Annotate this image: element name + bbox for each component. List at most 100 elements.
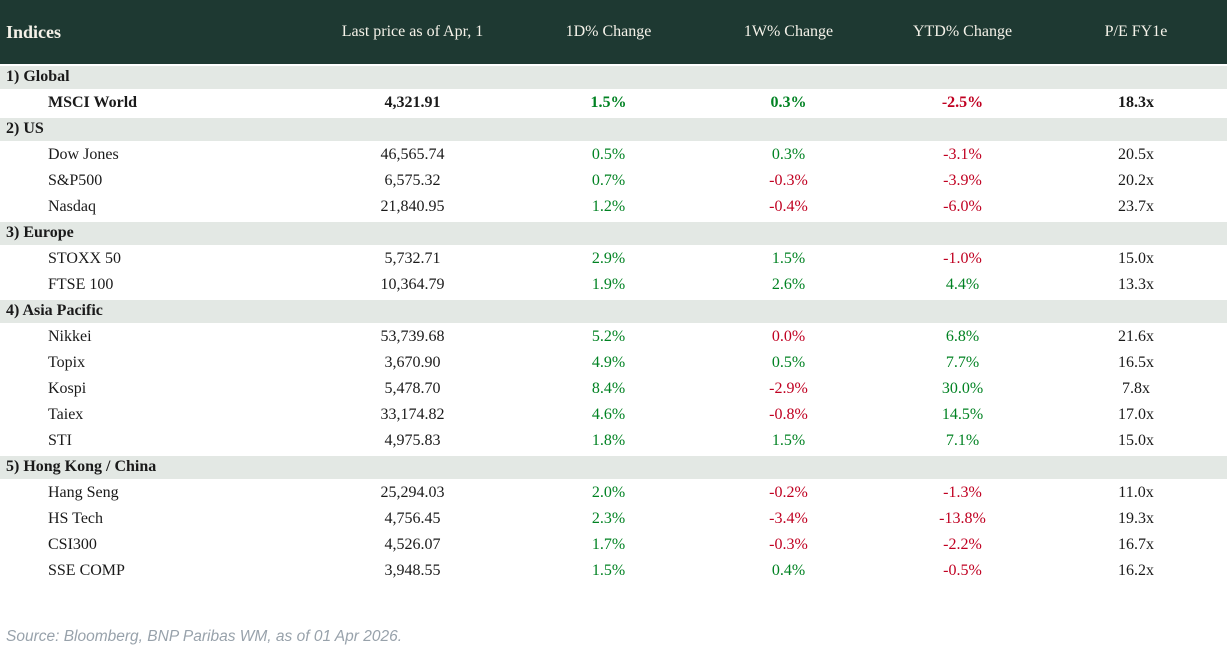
index-name: Kospi — [48, 380, 87, 397]
change-1d: 1.7% — [591, 536, 626, 553]
last-price: 21,840.95 — [380, 198, 445, 215]
change-1d: 8.4% — [591, 380, 626, 397]
change-ytd: -3.9% — [943, 172, 982, 189]
last-price: 5,478.70 — [384, 380, 441, 397]
pe-fy1e: 16.7x — [1118, 536, 1154, 553]
last-price: 3,948.55 — [384, 562, 441, 579]
section-label: 1) Global — [6, 68, 70, 85]
change-1w: 0.3% — [771, 146, 806, 163]
pe-fy1e: 16.5x — [1118, 354, 1154, 371]
index-row: Dow Jones 46,565.74 0.5% 0.3% -3.1% 20.5x — [0, 142, 1227, 168]
index-row: FTSE 100 10,364.79 1.9% 2.6% 4.4% 13.3x — [0, 272, 1227, 298]
pe-fy1e: 15.0x — [1118, 250, 1154, 267]
change-ytd: -1.0% — [943, 250, 982, 267]
section-row: 2) US — [0, 116, 1227, 142]
last-price: 46,565.74 — [380, 146, 445, 163]
section-label: 3) Europe — [6, 224, 74, 241]
change-1w: -0.3% — [769, 172, 808, 189]
change-ytd: -2.5% — [941, 94, 984, 111]
change-ytd: 7.1% — [945, 432, 980, 449]
last-price: 10,364.79 — [380, 276, 445, 293]
pe-fy1e: 21.6x — [1118, 328, 1154, 345]
index-row: HS Tech 4,756.45 2.3% -3.4% -13.8% 19.3x — [0, 506, 1227, 532]
change-1d: 2.3% — [591, 510, 626, 527]
pe-fy1e: 18.3x — [1118, 94, 1154, 111]
index-name: Hang Seng — [48, 484, 119, 501]
change-1w: 1.5% — [771, 250, 806, 267]
change-ytd: -6.0% — [943, 198, 982, 215]
last-price: 3,670.90 — [384, 354, 441, 371]
pe-fy1e: 13.3x — [1118, 276, 1154, 293]
pe-fy1e: 19.3x — [1118, 510, 1154, 527]
index-row: Nikkei 53,739.68 5.2% 0.0% 6.8% 21.6x — [0, 324, 1227, 350]
change-1w: 0.4% — [771, 562, 806, 579]
change-1d: 0.5% — [591, 146, 626, 163]
index-row: Kospi 5,478.70 8.4% -2.9% 30.0% 7.8x — [0, 376, 1227, 402]
change-1w: -0.4% — [769, 198, 808, 215]
last-price: 4,321.91 — [384, 94, 441, 111]
change-ytd: 14.5% — [941, 406, 984, 423]
change-ytd: -0.5% — [943, 562, 982, 579]
index-name: HS Tech — [48, 510, 104, 527]
change-ytd: 7.7% — [945, 354, 980, 371]
change-ytd: -1.3% — [943, 484, 982, 501]
change-1d: 4.9% — [591, 354, 626, 371]
change-1w: -3.4% — [769, 510, 808, 527]
table-title: Indices — [6, 21, 62, 42]
change-1d: 2.9% — [591, 250, 626, 267]
section-row: 5) Hong Kong / China — [0, 454, 1227, 480]
index-row: Topix 3,670.90 4.9% 0.5% 7.7% 16.5x — [0, 350, 1227, 376]
change-1d: 1.8% — [591, 432, 626, 449]
last-price: 25,294.03 — [380, 484, 445, 501]
last-price: 33,174.82 — [380, 406, 445, 423]
index-name: CSI300 — [48, 536, 97, 553]
index-row: MSCI World 4,321.91 1.5% 0.3% -2.5% 18.3x — [0, 90, 1227, 116]
section-label: 5) Hong Kong / China — [6, 458, 157, 475]
change-1d: 2.0% — [591, 484, 626, 501]
section-row: 1) Global — [0, 64, 1227, 90]
index-row: SSE COMP 3,948.55 1.5% 0.4% -0.5% 16.2x — [0, 558, 1227, 584]
section-label: 2) US — [6, 120, 44, 137]
col-header-ytd-change: YTD% Change — [912, 23, 1013, 40]
index-row: S&P500 6,575.32 0.7% -0.3% -3.9% 20.2x — [0, 168, 1227, 194]
change-ytd: -2.2% — [943, 536, 982, 553]
table-body: 1) Global MSCI World 4,321.91 1.5% 0.3% -2.5%… — [0, 64, 1227, 584]
index-row: Nasdaq 21,840.95 1.2% -0.4% -6.0% 23.7x — [0, 194, 1227, 220]
index-name: Dow Jones — [48, 146, 119, 163]
section-row: 4) Asia Pacific — [0, 298, 1227, 324]
pe-fy1e: 23.7x — [1118, 198, 1154, 215]
change-1w: -0.3% — [769, 536, 808, 553]
index-name: MSCI World — [48, 94, 138, 111]
index-name: STI — [48, 432, 72, 449]
change-1d: 4.6% — [591, 406, 626, 423]
footer: Source: Bloomberg, BNP Paribas WM, as of… — [0, 584, 1227, 646]
index-name: Taiex — [48, 406, 84, 423]
last-price: 4,975.83 — [384, 432, 441, 449]
pe-fy1e: 20.2x — [1118, 172, 1154, 189]
change-1d: 1.9% — [591, 276, 626, 293]
col-header-last-price: Last price as of Apr, 1 — [341, 23, 484, 40]
pe-fy1e: 15.0x — [1118, 432, 1154, 449]
col-header-1w-change: 1W% Change — [743, 23, 834, 40]
last-price: 6,575.32 — [384, 172, 441, 189]
index-name: FTSE 100 — [48, 276, 114, 293]
index-row: STOXX 50 5,732.71 2.9% 1.5% -1.0% 15.0x — [0, 246, 1227, 272]
pe-fy1e: 7.8x — [1122, 380, 1150, 397]
change-1w: -0.8% — [769, 406, 808, 423]
last-price: 53,739.68 — [380, 328, 445, 345]
index-name: S&P500 — [48, 172, 103, 189]
change-ytd: 4.4% — [945, 276, 980, 293]
index-row: CSI300 4,526.07 1.7% -0.3% -2.2% 16.7x — [0, 532, 1227, 558]
index-row: Taiex 33,174.82 4.6% -0.8% 14.5% 17.0x — [0, 402, 1227, 428]
change-1w: 0.5% — [771, 354, 806, 371]
change-1w: 0.3% — [770, 94, 807, 111]
change-ytd: -3.1% — [943, 146, 982, 163]
index-name: Nikkei — [48, 328, 92, 345]
change-ytd: 6.8% — [945, 328, 980, 345]
last-price: 4,526.07 — [384, 536, 441, 553]
index-name: SSE COMP — [48, 562, 125, 579]
pe-fy1e: 17.0x — [1118, 406, 1154, 423]
index-name: Nasdaq — [48, 198, 96, 215]
change-1d: 1.2% — [591, 198, 626, 215]
